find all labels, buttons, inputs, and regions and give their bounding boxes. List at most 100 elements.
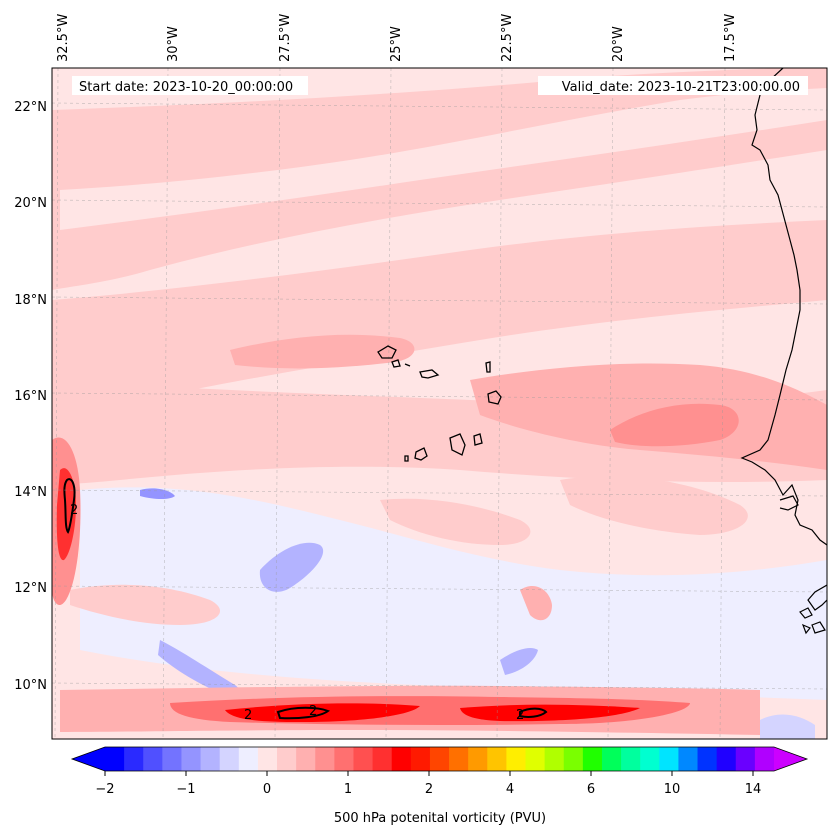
lon-tick-label: 25°W xyxy=(389,26,404,62)
start-date-label: Start date: 2023-10-20_00:00:00 xyxy=(79,80,293,95)
colorbar-cell xyxy=(334,747,354,771)
coastline-gambia xyxy=(779,495,799,511)
colorbar-cell xyxy=(506,747,527,771)
colorbar-cell xyxy=(124,747,144,771)
colorbar-ticks xyxy=(104,771,754,776)
colorbar-cell xyxy=(697,747,718,771)
colorbar-cells xyxy=(105,747,775,771)
colorbar-cell xyxy=(678,747,699,771)
contour-label: 2 xyxy=(516,708,524,723)
lat-tick-label: 14°N xyxy=(14,485,47,500)
colorbar-cell xyxy=(296,747,316,771)
lon-tick-label: 20°W xyxy=(611,26,626,62)
lat-tick-label: 18°N xyxy=(14,293,47,308)
pv-south-band-core xyxy=(225,703,420,722)
latitude-tick-labels: 22°N 20°N 18°N 16°N 14°N 12°N 10°N xyxy=(14,100,47,693)
colorbar-cell xyxy=(563,747,584,771)
lon-tick-label: 22.5°W xyxy=(500,14,515,62)
colorbar-cell xyxy=(143,747,163,771)
colorbar-cell xyxy=(238,747,259,771)
colorbar-extend-high xyxy=(774,747,807,771)
colorbar-cell xyxy=(162,747,182,771)
valid-date-box xyxy=(538,76,808,95)
pv-patch-west xyxy=(52,387,160,440)
pv-south-pink-1 xyxy=(380,498,531,545)
colorbar-cell xyxy=(468,747,488,771)
pv-patch-east-core xyxy=(610,403,739,447)
colorbar-cell xyxy=(716,747,737,771)
colorbar-cell xyxy=(544,747,565,771)
map-frame xyxy=(51,67,828,740)
longitude-tick-labels: 32.5°W 30°W 27.5°W 25°W 22.5°W 20°W 17.5… xyxy=(56,14,738,62)
colorbar-cell xyxy=(487,747,507,771)
coastline-guinea xyxy=(807,584,827,611)
colorbar-cell xyxy=(219,747,240,771)
colorbar-cell xyxy=(582,747,603,771)
lon-tick-label: 17.5°W xyxy=(723,14,738,62)
pv-field: 2 2 2 2 xyxy=(52,68,827,739)
colorbar-tick-label: 10 xyxy=(664,782,681,797)
colorbar-title: 500 hPa potenital vorticity (PVU) xyxy=(334,811,546,826)
pv-contour-2 xyxy=(276,706,331,720)
lat-tick-label: 12°N xyxy=(14,581,47,596)
colorbar-cell xyxy=(640,747,660,771)
lon-tick-label: 30°W xyxy=(166,26,181,62)
pv-contour-2 xyxy=(519,707,548,718)
colorbar-cell xyxy=(659,747,679,771)
pv-blue-4 xyxy=(500,648,538,675)
colorbar: −2 −1 0 1 2 4 6 10 14 500 hPa potenital … xyxy=(70,746,809,826)
contour-label: 2 xyxy=(70,503,78,518)
contour-label: 2 xyxy=(309,704,317,719)
africa-coastline xyxy=(740,68,827,546)
graticule xyxy=(52,68,827,739)
colorbar-cell xyxy=(105,747,125,771)
colorbar-cell xyxy=(621,747,641,771)
pv-south-pink-2 xyxy=(560,476,748,535)
colorbar-cell xyxy=(257,747,278,771)
colorbar-cell xyxy=(200,747,221,771)
colorbar-tick-label: 2 xyxy=(425,782,433,797)
colorbar-cell xyxy=(410,747,431,771)
colorbar-cell xyxy=(429,747,450,771)
pv-band-north-inner xyxy=(60,88,827,230)
cape-verde-islands xyxy=(377,345,502,462)
lon-tick-label: 32.5°W xyxy=(56,14,71,62)
colorbar-tick-labels: −2 −1 0 1 2 4 6 10 14 xyxy=(95,782,761,797)
colorbar-cell xyxy=(181,747,202,771)
valid-date-label: Valid_date: 2023-10-21T23:00:00.00 xyxy=(562,80,800,95)
pv-blue-2 xyxy=(158,640,241,697)
colorbar-cell xyxy=(601,747,622,771)
contour-label: 2 xyxy=(244,708,252,723)
colorbar-cell xyxy=(372,747,393,771)
pv-blue-5 xyxy=(760,714,815,739)
colorbar-cell xyxy=(754,747,775,771)
lon-tick-label: 27.5°W xyxy=(278,14,293,62)
lat-tick-label: 22°N xyxy=(14,100,47,115)
pv-south-pink-3 xyxy=(70,584,220,625)
colorbar-tick-label: 14 xyxy=(745,782,762,797)
colorbar-cell xyxy=(391,747,412,771)
colorbar-tick-label: 0 xyxy=(263,782,271,797)
pv-south-band-core-2 xyxy=(460,704,640,722)
colorbar-extend-low xyxy=(72,747,105,771)
pv-blue-1 xyxy=(259,542,324,592)
colorbar-cell xyxy=(315,747,335,771)
pv-contour-2 xyxy=(63,478,76,534)
colorbar-tick-label: 1 xyxy=(344,782,352,797)
pv-band-upper xyxy=(52,220,827,425)
lat-tick-label: 20°N xyxy=(14,196,47,211)
pv-south-neutral xyxy=(80,487,827,700)
colorbar-cell xyxy=(353,747,374,771)
pv-south-pink-4 xyxy=(520,585,552,621)
colorbar-tick-label: −2 xyxy=(95,782,114,797)
colorbar-cell xyxy=(277,747,297,771)
coastline-islands-south xyxy=(799,607,826,635)
lat-tick-label: 16°N xyxy=(14,389,47,404)
colorbar-tick-label: 4 xyxy=(506,782,514,797)
pv-patch-mid xyxy=(230,334,415,369)
start-date-box xyxy=(72,76,308,95)
colorbar-cell xyxy=(449,747,469,771)
colorbar-tick-label: 6 xyxy=(587,782,595,797)
lat-tick-label: 10°N xyxy=(14,678,47,693)
